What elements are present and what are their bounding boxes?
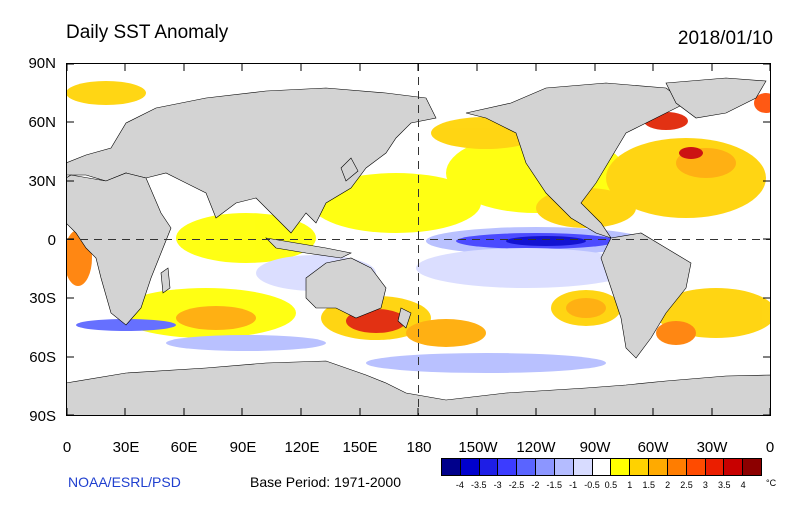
lat-label: 90S	[29, 408, 56, 425]
landmass-japan	[340, 157, 359, 182]
colorbar-swatch	[743, 459, 762, 475]
lon-label: 30W	[696, 439, 728, 456]
colorbar-tick-label: 2.5	[680, 480, 693, 490]
colorbar-tick-label: -1.5	[546, 480, 563, 490]
lon-label: 120W	[516, 439, 556, 456]
colorbar-swatch	[611, 459, 631, 475]
landmass-madagascar	[160, 267, 171, 294]
colorbar-swatch	[686, 459, 706, 475]
lon-label: 30E	[112, 439, 140, 456]
sst-anomaly-map	[64, 63, 778, 417]
base-period-label: Base Period: 1971-2000	[250, 474, 401, 490]
colorbar-swatch	[460, 459, 480, 475]
colorbar-tick-label: 0.5	[604, 480, 618, 490]
colorbar-swatch	[573, 459, 593, 475]
lon-label: 150E	[342, 439, 378, 456]
lat-label: 30N	[28, 173, 56, 190]
lon-label: 90W	[579, 439, 611, 456]
colorbar	[441, 458, 762, 476]
map-date: 2018/01/10	[677, 28, 773, 49]
lat-label: 30S	[29, 290, 56, 307]
lon-label: 120E	[284, 439, 320, 456]
colorbar-swatch	[592, 459, 612, 475]
colorbar-swatch	[517, 459, 537, 475]
lat-label: 60S	[29, 349, 56, 366]
landmass-north-america	[465, 82, 687, 239]
source-credit-link[interactable]: NOAA/ESRL/PSD	[68, 474, 181, 490]
colorbar-tick-label: 4	[740, 480, 746, 490]
lon-label: 180	[406, 439, 432, 456]
lon-label: 90E	[229, 439, 257, 456]
lon-label: 0	[765, 439, 775, 456]
colorbar-tick-label: 1.5	[642, 480, 655, 490]
colorbar-swatch	[705, 459, 725, 475]
colorbar-tick-label: 1	[627, 480, 633, 490]
landmass-africa	[65, 172, 172, 326]
landmass-greenland	[665, 77, 767, 119]
colorbar-swatch	[554, 459, 574, 475]
colorbar-unit: °C	[766, 478, 777, 488]
lat-label: 90N	[28, 55, 56, 72]
colorbar-swatch	[649, 459, 668, 475]
landmass-new-zealand	[397, 307, 412, 329]
colorbar-tick-label: -0.5	[584, 480, 600, 490]
land-masses	[65, 77, 772, 417]
colorbar-tick-label: 3.5	[717, 480, 731, 490]
lon-label: 60E	[170, 439, 198, 456]
landmass-south-america	[600, 232, 692, 359]
lat-label: 0	[47, 232, 56, 249]
lat-label: 60N	[28, 114, 56, 131]
landmass-eurasia	[65, 87, 437, 234]
landmass-australia	[305, 257, 387, 319]
colorbar-tick-label: 3	[702, 480, 708, 490]
colorbar-tick-label: -4	[455, 480, 464, 490]
colorbar-tick-label: 2	[665, 480, 671, 490]
lon-ticks	[66, 63, 771, 416]
colorbar-tick-label: -3	[493, 480, 502, 490]
landmass-maritime-continent	[265, 237, 352, 259]
lon-label: 60W	[637, 439, 669, 456]
colorbar-tick-label: -2	[531, 480, 540, 490]
lon-label: 0	[62, 439, 72, 456]
colorbar-swatch	[498, 459, 518, 475]
lon-label: 150W	[458, 439, 498, 456]
colorbar-swatch	[536, 459, 555, 475]
colorbar-swatch	[479, 459, 499, 475]
colorbar-swatch	[630, 459, 650, 475]
colorbar-tick-label: -1	[569, 480, 578, 490]
colorbar-tick-label: -3.5	[470, 480, 487, 490]
colorbar-swatch	[667, 459, 687, 475]
lat-ticks	[66, 63, 771, 416]
colorbar-swatch	[442, 459, 461, 475]
map-canvas	[64, 63, 778, 417]
colorbar-swatch	[724, 459, 744, 475]
colorbar-tick-label: -2.5	[508, 480, 525, 490]
map-title: Daily SST Anomaly	[66, 22, 229, 43]
